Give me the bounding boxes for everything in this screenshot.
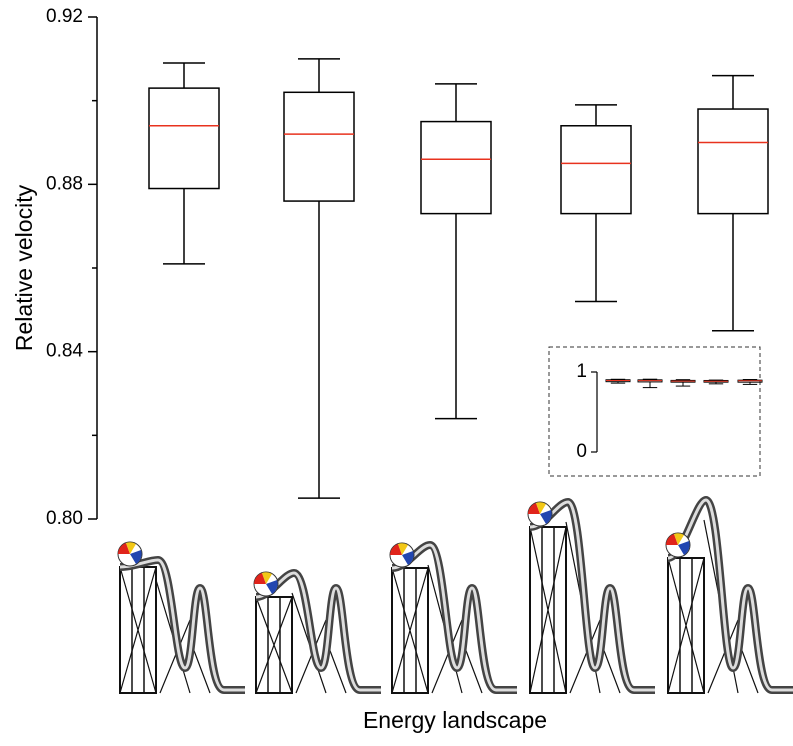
coaster-tower <box>255 596 293 694</box>
coaster-illustration <box>665 495 793 694</box>
coaster-track-rail <box>667 498 793 692</box>
inset-y-tick-label: 0 <box>576 441 587 462</box>
ball-yellow <box>398 543 408 555</box>
y-tick-label: 0.84 <box>46 341 83 362</box>
y-axis-label: Relative velocity <box>11 184 37 351</box>
ball-blue <box>402 551 414 565</box>
box <box>283 91 355 202</box>
ball-yellow <box>536 502 546 514</box>
box <box>148 87 220 190</box>
ball-yellow <box>262 572 272 584</box>
coaster-tower <box>391 567 429 694</box>
coaster-track-rail <box>391 543 517 692</box>
coaster-illustration <box>527 497 655 694</box>
coaster-tower <box>529 526 567 694</box>
inset-frame <box>548 346 761 477</box>
ball-blue <box>130 550 142 564</box>
y-tick-label: 0.80 <box>46 508 83 529</box>
coaster-tower <box>667 557 705 694</box>
coaster-illustration <box>253 568 381 694</box>
coaster-track <box>119 555 245 694</box>
box <box>420 120 492 215</box>
x-axis-label: Energy landscape <box>363 707 547 733</box>
ball-blue <box>678 541 690 555</box>
coaster-illustration <box>389 540 517 694</box>
coaster-track-rail <box>119 558 245 692</box>
coaster-track <box>391 540 517 694</box>
coaster-track-rail <box>529 500 655 692</box>
box <box>697 108 769 215</box>
coaster-track-rail <box>255 571 381 692</box>
ball-blue <box>540 510 552 524</box>
y-tick-label: 0.92 <box>46 6 83 27</box>
coaster-illustration <box>117 541 245 694</box>
y-tick-label: 0.88 <box>46 173 83 194</box>
inset-y-tick-label: 1 <box>576 361 587 382</box>
ball-blue <box>266 580 278 594</box>
ball-yellow <box>674 533 684 545</box>
box <box>560 125 632 215</box>
ball-yellow <box>126 542 136 554</box>
